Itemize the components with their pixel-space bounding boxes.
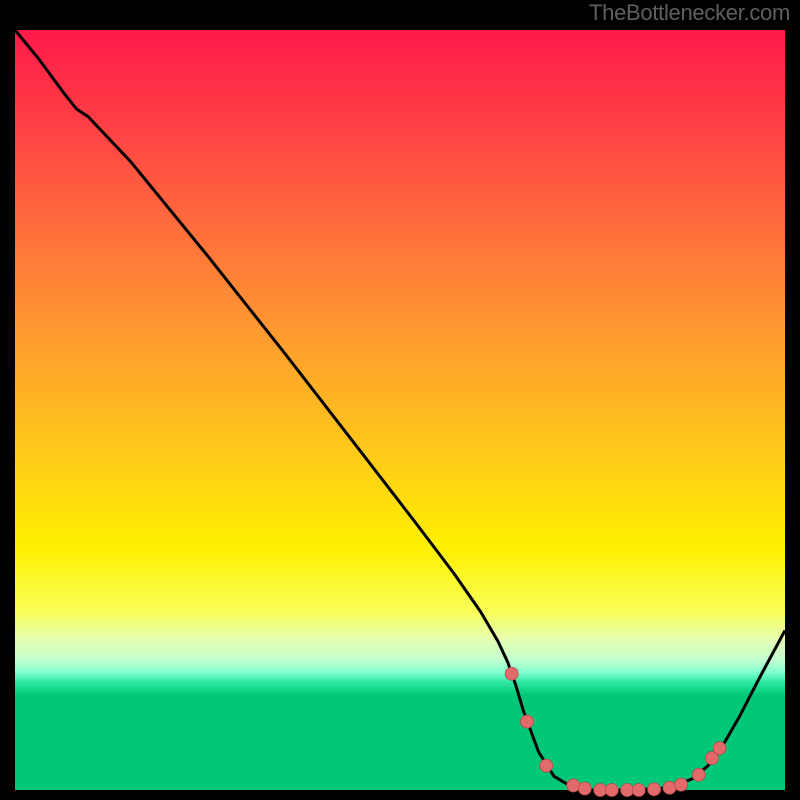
data-marker — [648, 783, 661, 796]
chart-container: TheBottlenecker.com — [0, 0, 800, 800]
attribution-label: TheBottlenecker.com — [589, 0, 790, 26]
data-marker — [663, 781, 676, 794]
data-marker — [567, 779, 580, 792]
data-marker — [692, 768, 705, 781]
data-marker — [621, 784, 634, 797]
bottleneck-chart — [0, 0, 800, 800]
data-marker — [521, 715, 534, 728]
data-marker — [505, 667, 518, 680]
data-marker — [713, 742, 726, 755]
data-marker — [578, 782, 591, 795]
gradient-background — [15, 30, 785, 790]
data-marker — [594, 784, 607, 797]
data-marker — [540, 759, 553, 772]
data-marker — [605, 784, 618, 797]
data-marker — [632, 784, 645, 797]
data-marker — [675, 778, 688, 791]
